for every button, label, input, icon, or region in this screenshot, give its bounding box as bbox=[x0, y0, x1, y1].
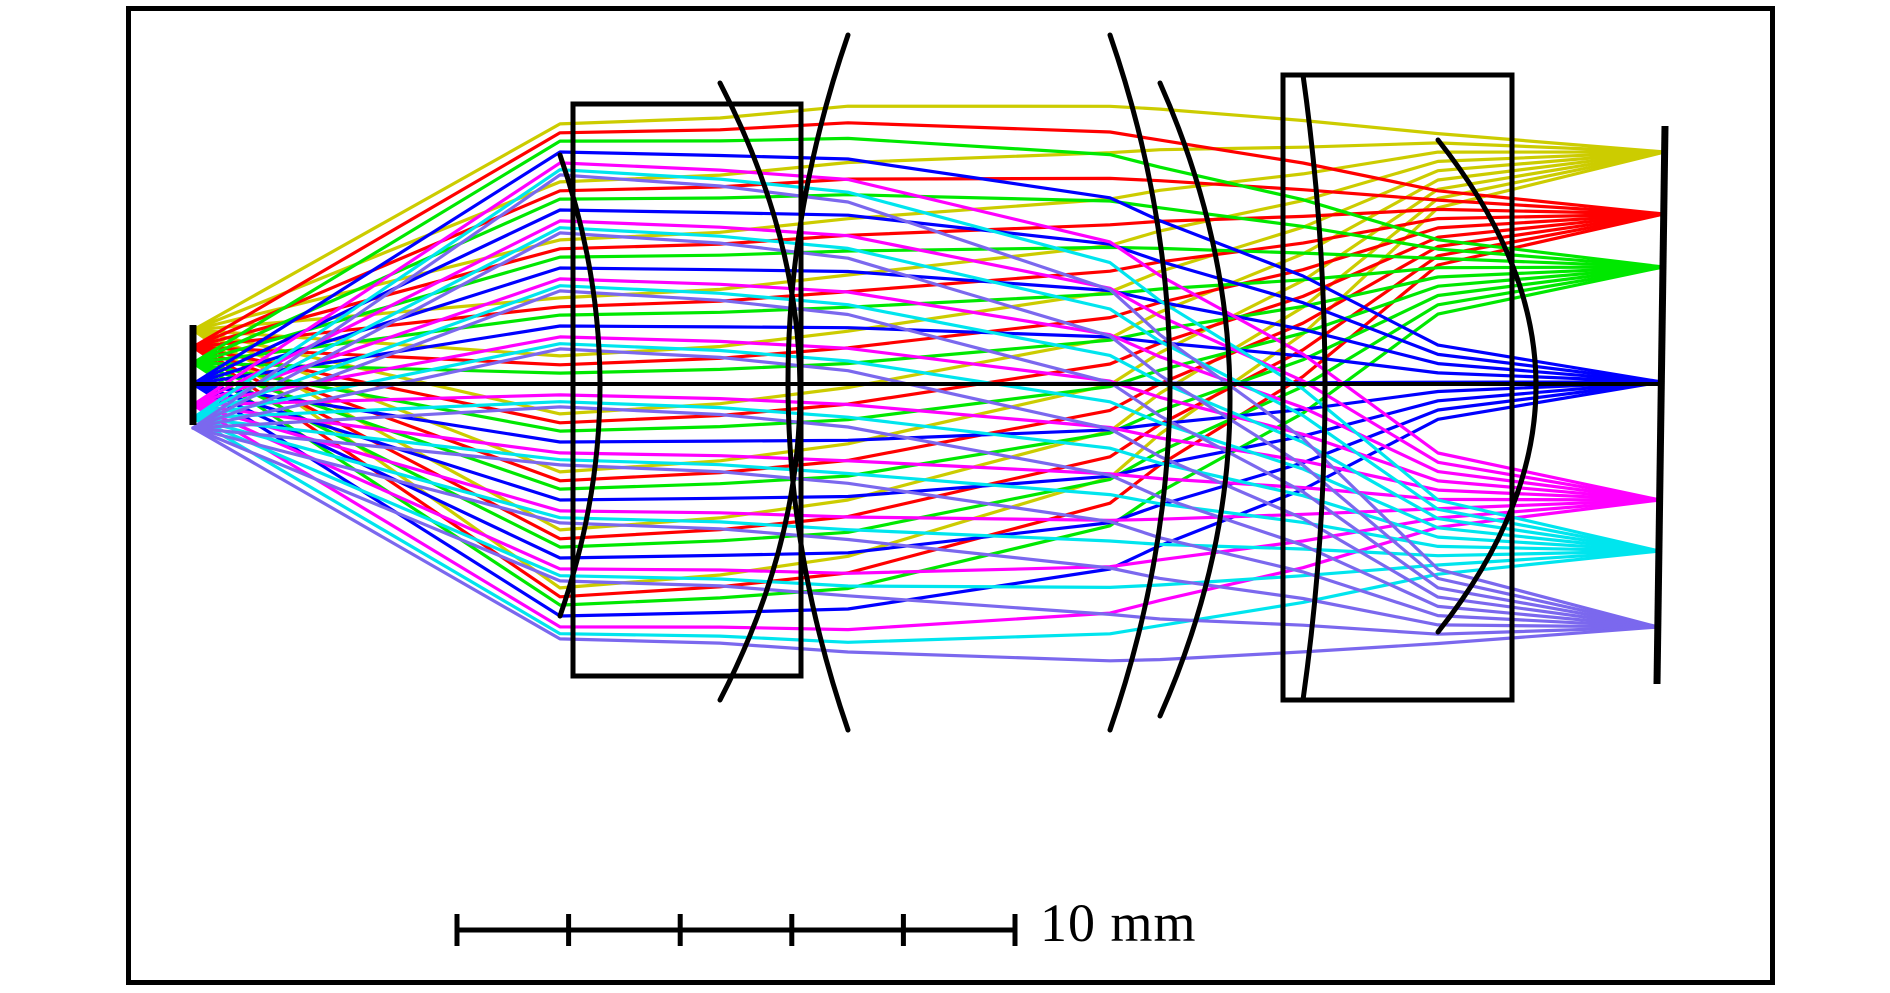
ray-magenta-0 bbox=[191, 161, 1662, 502]
ray-green-8 bbox=[191, 265, 1665, 607]
image-plane bbox=[1653, 125, 1669, 685]
element-1-rear-surface bbox=[717, 80, 803, 703]
ray-red-1 bbox=[191, 176, 1666, 349]
ray-blue-1 bbox=[191, 208, 1663, 386]
ray-cyan-2 bbox=[191, 284, 1661, 553]
element-4-front-surface bbox=[1300, 72, 1328, 703]
ray-blue-0 bbox=[191, 150, 1663, 386]
scale-bar-layer bbox=[454, 914, 1018, 946]
ray-green-6 bbox=[191, 265, 1665, 491]
ray-green-2 bbox=[191, 245, 1665, 365]
ray-periwinkle-8 bbox=[191, 426, 1660, 663]
ray-red-2 bbox=[191, 207, 1666, 349]
ray-green-3 bbox=[191, 265, 1665, 365]
ray-cyan-3 bbox=[191, 342, 1661, 553]
ray-cyan-0 bbox=[191, 168, 1661, 553]
ray-cyan-1 bbox=[191, 226, 1661, 553]
ray-cyan-6 bbox=[191, 416, 1661, 558]
ray-periwinkle-7 bbox=[191, 426, 1660, 636]
ray-periwinkle-0 bbox=[191, 173, 1660, 629]
element-4-barrel bbox=[1280, 72, 1515, 703]
ray-green-7 bbox=[191, 265, 1665, 549]
ray-bundle-cyan bbox=[191, 168, 1661, 644]
ray-periwinkle-5 bbox=[191, 426, 1660, 629]
figure-border bbox=[126, 6, 1775, 985]
ray-periwinkle-4 bbox=[191, 405, 1660, 629]
ray-magenta-1 bbox=[191, 219, 1662, 502]
element-3-front-surface bbox=[1157, 80, 1233, 719]
ray-cyan-7 bbox=[191, 416, 1661, 589]
ray-cyan-8 bbox=[191, 416, 1661, 644]
ray-periwinkle-3 bbox=[191, 347, 1660, 629]
ray-green-5 bbox=[191, 265, 1665, 433]
ray-bundles-layer bbox=[191, 104, 1667, 663]
ray-green-0 bbox=[191, 136, 1665, 365]
ray-green-1 bbox=[191, 193, 1665, 365]
scale-bar-label: 10 mm bbox=[1040, 893, 1197, 953]
ray-cyan-4 bbox=[191, 400, 1661, 553]
ray-bundle-green bbox=[191, 136, 1665, 607]
optical-planes-layer bbox=[189, 125, 1669, 685]
ray-olive-0 bbox=[191, 104, 1667, 332]
ray-cyan-5 bbox=[191, 416, 1661, 553]
ray-periwinkle-1 bbox=[191, 231, 1660, 629]
ray-red-0 bbox=[191, 121, 1666, 349]
ray-green-4 bbox=[191, 265, 1665, 375]
ray-bundle-periwinkle bbox=[191, 173, 1660, 663]
ray-periwinkle-6 bbox=[191, 426, 1660, 629]
